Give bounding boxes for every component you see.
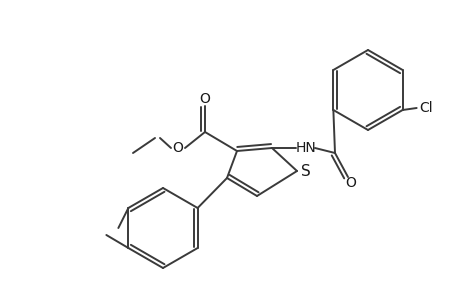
Text: O: O (199, 92, 210, 106)
Text: S: S (301, 164, 310, 179)
Text: Cl: Cl (418, 101, 431, 115)
Text: HN: HN (295, 141, 316, 155)
Text: O: O (172, 141, 183, 155)
Text: O: O (345, 176, 356, 190)
